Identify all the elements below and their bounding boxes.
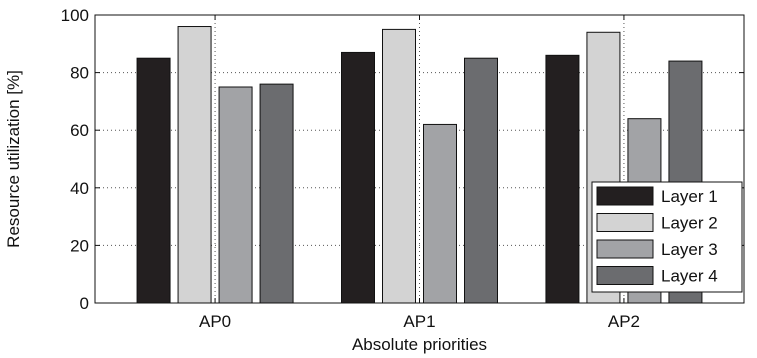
bar-layer-1-ap2 — [545, 54, 580, 304]
x-tick-label: AP0 — [199, 312, 231, 331]
legend-swatch-layer-3 — [596, 239, 654, 259]
y-tick-label: 20 — [70, 236, 89, 255]
x-axis-label: Absolute priorities — [352, 335, 487, 354]
legend-label: Layer 2 — [661, 214, 718, 233]
bar-layer-1-ap0 — [136, 57, 171, 304]
bar-layer-4-ap1 — [464, 57, 498, 304]
x-axis-ticks: AP0 AP1 AP2 — [199, 15, 640, 331]
legend-swatch-layer-1 — [596, 186, 654, 206]
y-tick-label: 80 — [70, 64, 89, 83]
legend: Layer 1 Layer 2 Layer 3 Layer 4 — [591, 181, 743, 293]
x-tick-label: AP1 — [403, 312, 435, 331]
bar-layer-3-ap0 — [218, 86, 253, 304]
bar-layer-2-ap0 — [177, 26, 212, 304]
legend-label: Layer 1 — [661, 187, 718, 206]
bar-layer-3-ap1 — [423, 123, 457, 304]
bar-layer-1-ap1 — [341, 51, 375, 304]
x-tick-label: AP2 — [608, 312, 640, 331]
legend-label: Layer 3 — [661, 240, 718, 259]
y-tick-label: 100 — [61, 6, 89, 25]
bar-layer-2-ap1 — [382, 28, 416, 304]
y-tick-label: 60 — [70, 121, 89, 140]
legend-label: Layer 4 — [661, 267, 718, 286]
legend-swatch-layer-4 — [596, 266, 654, 285]
legend-swatch-layer-2 — [596, 213, 654, 232]
bar-layer-4-ap0 — [259, 83, 294, 304]
y-axis-label: Resource utilization [%] — [4, 70, 23, 248]
y-tick-label: 0 — [80, 294, 89, 313]
y-axis-ticks: 0 20 40 60 80 100 — [61, 6, 744, 313]
y-tick-label: 40 — [70, 179, 89, 198]
